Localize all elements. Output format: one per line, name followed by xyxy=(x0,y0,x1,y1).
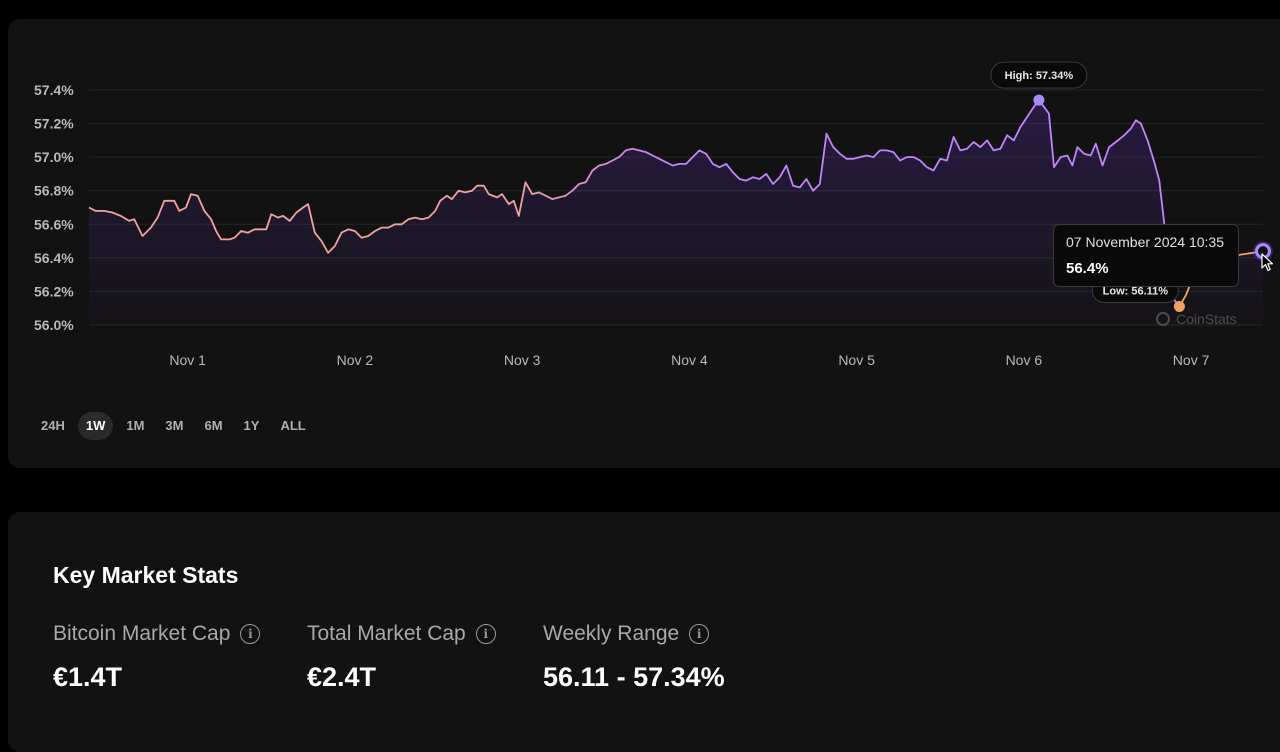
range-button-6m[interactable]: 6M xyxy=(204,418,223,433)
stat-bitcoin-market-cap: Bitcoin Market Cap i €1.4T xyxy=(53,622,261,693)
range-button-1m[interactable]: 1M xyxy=(126,418,145,433)
tooltip-value: 56.4% xyxy=(1066,260,1109,277)
high-label: High: 57.34% xyxy=(1005,70,1074,82)
y-tick-label: 56.8% xyxy=(34,183,74,199)
dominance-chart[interactable]: 57.4% 57.2% 57.0% 56.8% 56.6% 56.4% 56.2% 56.0%… xyxy=(8,19,1280,468)
tooltip-date: 07 November 2024 10:35 xyxy=(1066,234,1224,250)
watermark-text: CoinStats xyxy=(1176,311,1237,327)
x-tick-label: Nov 4 xyxy=(671,352,708,368)
time-range-selector: 24H 1W 1M 3M 6M 1Y ALL xyxy=(33,412,319,440)
range-button-all[interactable]: ALL xyxy=(280,418,306,433)
y-tick-label: 57.0% xyxy=(34,149,74,165)
series-line xyxy=(88,99,1181,308)
high-point-marker xyxy=(1033,94,1045,106)
y-tick-label: 56.0% xyxy=(34,317,74,333)
key-market-stats-card: Key Market Stats Bitcoin Market Cap i €1… xyxy=(8,512,1280,752)
stat-value: 56.11 - 57.34% xyxy=(543,662,725,692)
x-tick-label: Nov 6 xyxy=(1006,352,1043,368)
y-tick-label: 56.6% xyxy=(34,216,74,232)
range-button-1w[interactable]: 1W xyxy=(77,412,114,440)
stat-label: Total Market Cap xyxy=(307,622,466,645)
range-button-24h[interactable]: 24H xyxy=(41,418,65,433)
y-tick-label: 57.4% xyxy=(34,82,74,98)
range-button-1y[interactable]: 1Y xyxy=(243,418,260,433)
x-tick-label: Nov 7 xyxy=(1173,352,1210,368)
dominance-chart-card: 57.4% 57.2% 57.0% 56.8% 56.6% 56.4% 56.2% 56.0%… xyxy=(8,19,1280,468)
range-button-3m[interactable]: 3M xyxy=(165,418,184,433)
mouse-pointer-icon xyxy=(1261,253,1274,272)
y-tick-label: 56.4% xyxy=(34,250,74,266)
stat-value: €2.4T xyxy=(307,662,377,692)
high-pill xyxy=(990,61,1088,89)
stat-label: Weekly Range xyxy=(543,622,680,645)
stat-weekly-range: Weekly Range i 56.11 - 57.34% xyxy=(543,622,725,693)
info-icon[interactable]: i xyxy=(689,624,710,644)
low-label: Low: 56.11% xyxy=(1103,286,1169,298)
stats-title: Key Market Stats xyxy=(53,562,239,588)
chart-area-fill xyxy=(89,100,1263,325)
low-point-marker xyxy=(1173,301,1185,313)
x-tick-label: Nov 2 xyxy=(337,352,374,368)
coinstats-watermark: CoinStats xyxy=(1156,311,1237,327)
y-tick-label: 57.2% xyxy=(34,116,74,132)
info-icon[interactable]: i xyxy=(475,624,496,644)
x-tick-label: Nov 1 xyxy=(169,352,206,368)
stat-value: €1.4T xyxy=(53,662,123,692)
info-icon[interactable]: i xyxy=(240,624,261,644)
stat-total-market-cap: Total Market Cap i €2.4T xyxy=(307,622,496,693)
stat-label: Bitcoin Market Cap xyxy=(53,622,231,645)
coinstats-logo-icon xyxy=(1156,312,1170,326)
x-tick-label: Nov 5 xyxy=(838,352,875,368)
y-tick-label: 56.2% xyxy=(34,283,74,299)
chart-tooltip: 07 November 2024 10:35 56.4% xyxy=(1053,224,1239,287)
x-tick-label: Nov 3 xyxy=(504,352,541,368)
